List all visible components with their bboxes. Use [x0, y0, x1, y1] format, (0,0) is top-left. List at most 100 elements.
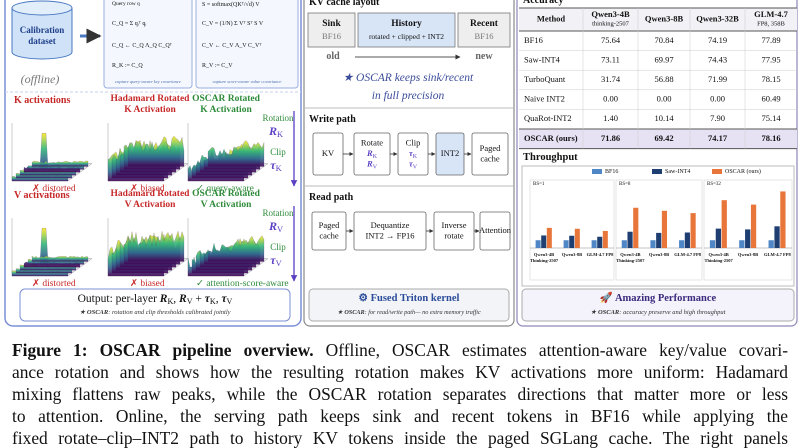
- label: ✓ query-aware: [196, 184, 254, 194]
- text-part: (offline): [21, 72, 60, 86]
- text-part: Qwen3-32B: [696, 13, 739, 23]
- text-part: Qwen3-8B: [645, 13, 684, 23]
- label: RV​: [268, 219, 283, 234]
- cache-segment: [357, 12, 456, 48]
- text-part: C_V = (1/N) Σ Vᵀ Sᵀ S V: [202, 20, 264, 27]
- text-part: 56.88: [654, 74, 673, 84]
- label: 1.40: [603, 113, 618, 123]
- text-part: OSCAR (ours): [725, 168, 761, 175]
- label: τV​: [270, 253, 281, 268]
- bar: [709, 240, 716, 248]
- text-part: QuaRot-INT2: [524, 113, 572, 123]
- caption-title: OSCAR pipeline overview.: [99, 340, 314, 360]
- text-part: Paged: [480, 143, 502, 153]
- text-part: INT2 → FP16: [365, 230, 414, 240]
- text-part: Output: per-layer: [78, 293, 160, 305]
- text-part: BS=8: [619, 182, 631, 187]
- label: ★ OSCAR keeps sink/recent: [343, 72, 474, 84]
- label: Rotate: [361, 137, 383, 147]
- text-part: BS=1: [533, 182, 545, 187]
- bar: [633, 207, 639, 248]
- label: V Activation: [125, 200, 176, 210]
- caption-line: fixed rotate–clip–INT2 path to history K…: [12, 428, 788, 448]
- text-part: ✗ distorted: [32, 278, 76, 289]
- text-part: : accuracy preserve and high throughput: [619, 309, 725, 316]
- label: Rotation: [263, 208, 294, 218]
- subscript: V: [227, 297, 233, 306]
- label: 71.99: [708, 74, 727, 84]
- text-part: BF16: [475, 31, 494, 41]
- label: GLM-4.7 FP8: [674, 252, 701, 257]
- text-part: 1.40: [603, 113, 618, 123]
- flow-box: [479, 211, 511, 251]
- label: Saw-INT4: [665, 169, 690, 175]
- group-frame: [615, 179, 703, 281]
- text-part: 69.42: [654, 133, 673, 143]
- label: ✗ distorted: [32, 278, 76, 289]
- surface: [207, 235, 265, 262]
- label: 70.84: [654, 35, 674, 45]
- label: BS=32: [707, 182, 721, 187]
- text-part: OSCAR (ours): [524, 133, 578, 143]
- text-part: 74.17: [708, 133, 728, 143]
- label: Qwen3-32B: [696, 13, 739, 23]
- caption-text: Offline, OSCAR estimates attention-aware…: [313, 340, 788, 360]
- label: thinking-2507: [592, 21, 630, 28]
- label: Calibration: [20, 25, 65, 35]
- text-part: Clip: [270, 242, 286, 252]
- label: Hadamard Rotated: [111, 189, 191, 199]
- text-part: BF16: [524, 35, 543, 45]
- subscript: K: [276, 164, 282, 173]
- text-part: OSCAR Rotated: [192, 94, 261, 104]
- bar: [541, 235, 547, 248]
- label: GLM-4.7 FP8: [764, 252, 791, 257]
- subscript: K: [210, 297, 216, 306]
- text-part: thinking-2507: [592, 21, 630, 28]
- bar: [535, 240, 541, 248]
- text-part: Dequantize: [371, 220, 410, 230]
- text-part: Method: [537, 13, 566, 23]
- label: cache: [319, 230, 339, 240]
- label: 75.14: [761, 113, 781, 123]
- text-part: 70.84: [654, 35, 674, 45]
- bar: [690, 213, 696, 248]
- text-part: ,: [173, 293, 179, 305]
- bar: [563, 240, 569, 248]
- surface: [127, 135, 185, 167]
- text-part: INT2: [441, 148, 459, 158]
- label: Qwen3-4B: [709, 252, 729, 257]
- label: Thinking-2507: [616, 258, 645, 263]
- legend-swatch: [652, 169, 662, 174]
- subscript: K: [413, 154, 418, 160]
- text-part: ✓ attention-score-aware: [196, 279, 289, 289]
- text-part: S = softmax(QKᵀ/√d) V: [202, 1, 260, 8]
- text-part: 74.19: [708, 35, 727, 45]
- text-part: Paged: [319, 220, 341, 230]
- text-part: Inverse: [441, 220, 466, 230]
- kernel-box: [308, 288, 510, 322]
- label: 31.74: [601, 74, 621, 84]
- label: Hadamard Rotated: [111, 94, 191, 104]
- label: V activations: [14, 190, 70, 201]
- text-part: 60.49: [761, 94, 780, 104]
- text-part: ✗ biased: [130, 183, 165, 194]
- text-part: Accuracy: [523, 0, 564, 6]
- label: ★ OSCAR: rotation and clip thresholds ca…: [79, 309, 230, 316]
- label: new: [475, 51, 493, 62]
- symbol: τ: [270, 253, 276, 267]
- label: GLM-4.7: [754, 9, 789, 19]
- label: QuaRot-INT2: [524, 113, 572, 123]
- text-part: FP8, 358B: [757, 21, 785, 28]
- caption-line: ance rotation and shows how the resultin…: [12, 362, 788, 382]
- label: capture query-aware key covariance: [115, 79, 181, 84]
- text-part: Qwen3-8B: [562, 252, 582, 257]
- surface: [31, 255, 89, 262]
- label: BS=1: [533, 182, 545, 187]
- text-part: old: [326, 51, 340, 62]
- text-part: Thinking-2507: [616, 258, 645, 263]
- text-part: Rotation: [263, 113, 294, 123]
- label: RK​: [268, 124, 283, 139]
- label: Write path: [309, 114, 356, 125]
- text-part: Qwen3-4B: [591, 9, 630, 19]
